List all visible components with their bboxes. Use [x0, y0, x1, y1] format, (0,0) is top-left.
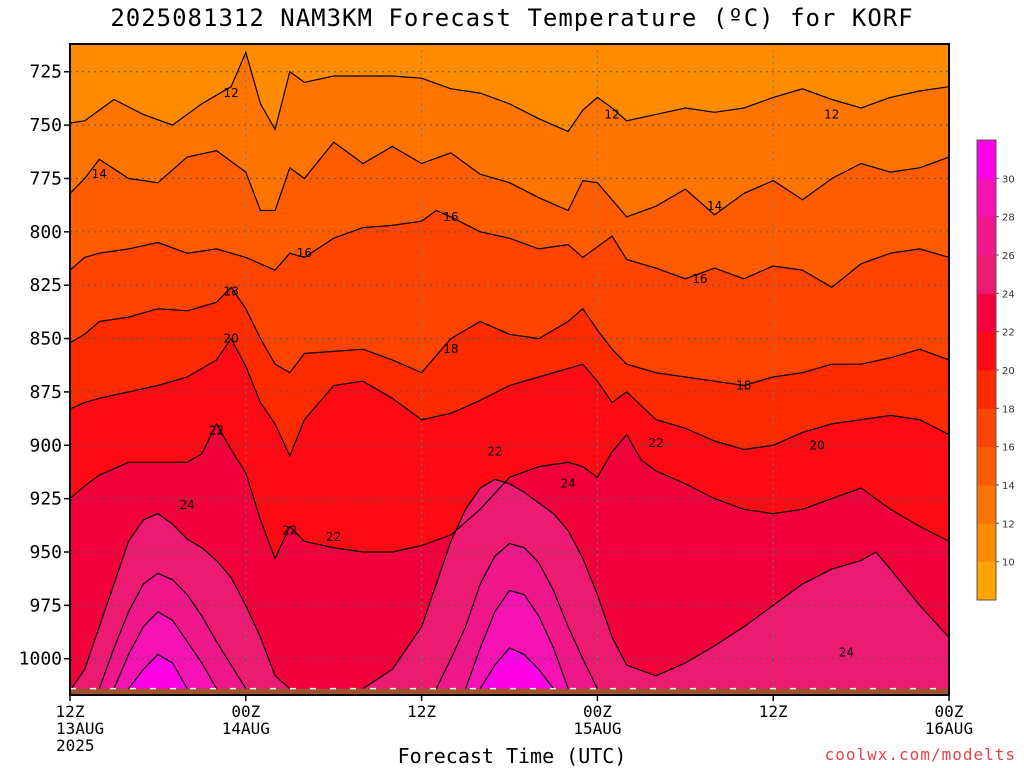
- colorbar-swatch-6: [977, 331, 996, 371]
- colorbar-swatch-1: [977, 523, 996, 563]
- contour-label-2: 12: [824, 107, 839, 121]
- plot-frame: [69, 43, 950, 696]
- ytick-label-925: 925: [29, 489, 62, 510]
- contour-26-9: [435, 542, 598, 689]
- colorbar-swatch-5: [977, 370, 996, 409]
- ground-fill: [70, 688, 949, 695]
- contour-label-14: 22: [487, 445, 502, 459]
- colorbar-swatch-0: [977, 561, 996, 601]
- contour-28-11: [465, 589, 569, 689]
- xtick-label-36-0: 00Z: [583, 702, 612, 721]
- colorbar-label-14: 14: [1002, 481, 1015, 492]
- contour-label-13: 22: [209, 423, 224, 437]
- contour-lines: [70, 50, 949, 692]
- xtick-label-0-2: 2025: [56, 736, 95, 755]
- ytick-label-950: 950: [29, 542, 62, 563]
- contour-14-1: [70, 141, 949, 218]
- colorbar-label-24: 24: [1002, 289, 1015, 300]
- ytick-label-750: 750: [29, 115, 62, 136]
- xtick-label-0-1: 13AUG: [56, 719, 104, 738]
- colorbar-label-22: 22: [1002, 328, 1015, 339]
- x-axis-label: Forecast Time (UTC): [397, 744, 627, 768]
- ytick-label-850: 850: [29, 329, 62, 350]
- colorbar-label-28: 28: [1002, 213, 1015, 224]
- contour-22-5: [70, 422, 949, 560]
- xtick-label-60-1: 16AUG: [925, 719, 973, 738]
- colorbar-label-12: 12: [1002, 519, 1015, 530]
- colorbar-label-16: 16: [1002, 443, 1015, 454]
- contour-label-3: 14: [92, 167, 107, 181]
- contour-label-0: 12: [224, 86, 239, 100]
- ytick-label-825: 825: [29, 275, 62, 296]
- colorbar-label-26: 26: [1002, 251, 1015, 262]
- xtick-label-0-0: 12Z: [56, 702, 85, 721]
- contour-label-9: 18: [443, 342, 458, 356]
- colorbar-swatch-11: [977, 140, 996, 179]
- contour-label-7: 16: [692, 272, 707, 286]
- contour-label-1: 12: [604, 107, 619, 121]
- contour-28-10: [113, 611, 218, 689]
- chart-title: 2025081312 NAM3KM Forecast Temperature (…: [110, 4, 914, 32]
- contour-label-18: 24: [180, 498, 195, 512]
- xtick-label-12-1: 14AUG: [222, 719, 270, 738]
- contour-label-20: 24: [839, 645, 854, 659]
- ytick-label-900: 900: [29, 435, 62, 456]
- contour-30-12: [128, 653, 188, 689]
- xtick-label-60-0: 00Z: [935, 702, 964, 721]
- xtick-label-12-0: 00Z: [231, 702, 260, 721]
- colorbar: 10 12 14 16 18 20 22 24 26 28 30: [976, 139, 1015, 601]
- contour-label-5: 16: [443, 210, 458, 224]
- colorbar-swatch-8: [977, 255, 996, 294]
- band-28-11: [465, 590, 569, 695]
- credit-text: coolwx.com/modelts: [824, 745, 1016, 764]
- grid-lines: [70, 44, 949, 695]
- contour-label-12: 20: [810, 438, 825, 452]
- contour-24-7: [362, 478, 949, 690]
- y-axis-ticks: 725 750 775 800 825 850 875 900 925 950 975 1000: [19, 62, 70, 670]
- contour-16-2: [70, 209, 949, 289]
- contour-20-4: [70, 337, 949, 458]
- contour-30-13: [479, 647, 554, 689]
- contour-18-3: [70, 286, 949, 387]
- ytick-label-875: 875: [29, 382, 62, 403]
- colorbar-label-18: 18: [1002, 404, 1015, 415]
- band-30-13: [480, 648, 554, 695]
- contour-label-4: 14: [707, 199, 722, 213]
- colorbar-swatch-7: [977, 293, 996, 333]
- colorbar-swatch-10: [977, 178, 996, 218]
- colorbar-swatch-9: [977, 216, 996, 256]
- contour-label-16: 22: [282, 524, 297, 538]
- band-30-12: [128, 654, 188, 695]
- ytick-label-725: 725: [29, 62, 62, 83]
- xtick-label-36-1: 15AUG: [573, 719, 621, 738]
- contour-label-10: 18: [736, 379, 751, 393]
- temperature-bands: [70, 44, 949, 695]
- xtick-label-24-0: 12Z: [407, 702, 436, 721]
- contour-labels: 12 12 12 14 14 16 16 16 18 18 18 20 20 22 22 22 22 22 24 24…: [92, 86, 854, 659]
- contour-26-8: [98, 572, 247, 689]
- ytick-label-775: 775: [29, 168, 62, 189]
- colorbar-swatch-3: [977, 446, 996, 486]
- contour-label-11: 20: [224, 332, 239, 346]
- ytick-label-1000: 1000: [19, 649, 62, 670]
- contour-24-6: [70, 512, 291, 692]
- ground-layer: [70, 687, 949, 695]
- contour-12-0: [70, 50, 949, 133]
- colorbar-swatch-2: [977, 485, 996, 524]
- contour-label-17: 22: [326, 530, 341, 544]
- colorbar-label-30: 30: [1002, 174, 1015, 185]
- contour-label-19: 24: [560, 477, 575, 491]
- colorbar-swatch-4: [977, 408, 996, 448]
- contour-label-15: 22: [648, 436, 663, 450]
- ytick-label-800: 800: [29, 222, 62, 243]
- contour-label-6: 16: [297, 246, 312, 260]
- colorbar-label-20: 20: [1002, 366, 1015, 377]
- ytick-label-975: 975: [29, 595, 62, 616]
- contour-label-8: 18: [224, 285, 239, 299]
- colorbar-label-10: 10: [1002, 558, 1015, 569]
- xtick-label-48-0: 12Z: [759, 702, 788, 721]
